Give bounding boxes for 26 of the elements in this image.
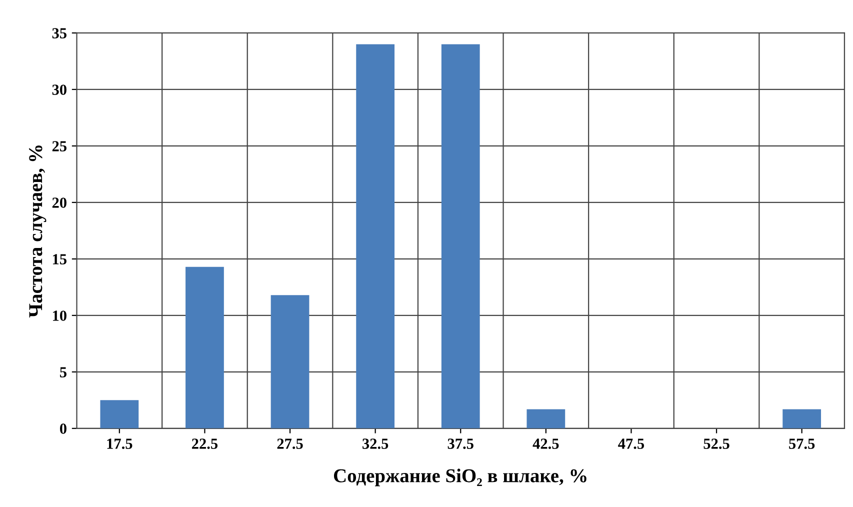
y-tick-label: 0 [60,424,66,434]
bar [526,409,566,428]
x-tick-label: 47.5 [618,438,644,449]
y-axis-title: Частота случаев, % [29,146,46,318]
x-tick-label: 52.5 [704,438,730,449]
x-tick-label: 42.5 [532,438,559,449]
bar [186,266,224,428]
y-tick-label: 15 [52,254,66,264]
y-tick-label: 35 [52,28,66,38]
x-axis-title: Содержание SiO₂ в шлаке, % [334,468,586,486]
bar [441,44,480,428]
y-tick-label: 30 [52,84,66,95]
x-tick-label: 17.5 [107,438,132,449]
x-tick-label: 27.5 [277,438,303,449]
bar [270,295,310,428]
bar [782,409,822,428]
y-tick-label: 10 [52,310,66,321]
y-tick-label: 25 [52,141,66,152]
y-tick-label: 20 [52,198,66,208]
bar [356,44,395,428]
bar [100,400,139,428]
x-tick-label: 57.5 [789,438,815,449]
y-tick-label: 5 [60,367,66,378]
x-tick-label: 37.5 [448,438,474,449]
x-tick-label: 22.5 [192,438,218,449]
x-tick-label: 32.5 [362,438,388,449]
